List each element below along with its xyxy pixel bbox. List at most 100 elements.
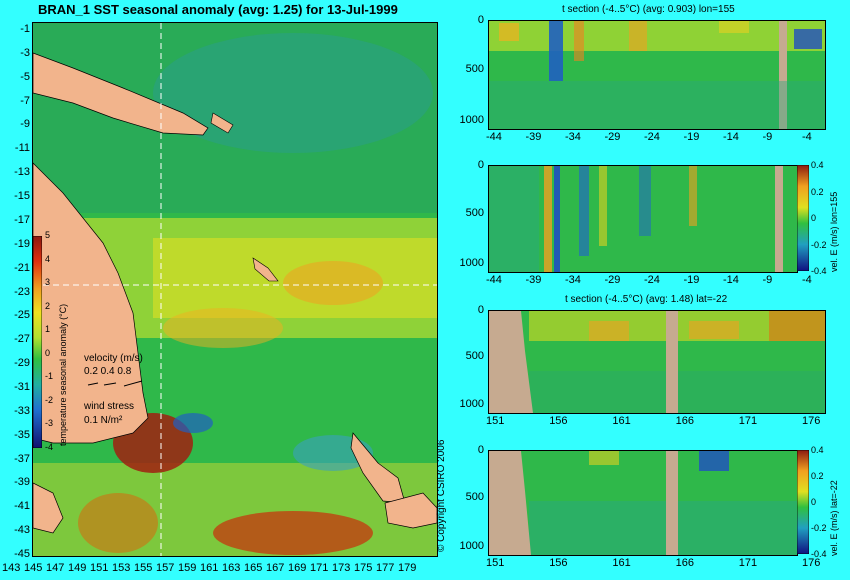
map-y-tick: -25	[14, 309, 30, 322]
velocity-colorbar-label-lat: vel. E (m/s) lat=-22	[829, 480, 839, 556]
map-y-tick: -29	[14, 357, 30, 370]
section-x-tick: -19	[683, 131, 700, 143]
map-x-tick: 153	[112, 562, 131, 574]
section-y-tick: 0	[477, 159, 484, 171]
section-x-tick: -29	[604, 131, 621, 143]
section-x-tick: -19	[683, 274, 700, 286]
map-y-tick: -41	[14, 500, 30, 513]
section-x-tick: 171	[738, 557, 758, 569]
map-x-tick: 173	[332, 562, 351, 574]
map-colorbar-tick: 2	[45, 300, 51, 311]
velocity-colorbar-tick: 0	[811, 497, 817, 507]
section-x-tick: 156	[549, 415, 568, 427]
map-y-tick: -1	[20, 23, 30, 35]
map-x-tick: 179	[398, 562, 417, 574]
map-x-tick: 145	[24, 562, 43, 574]
velocity-colorbar-tick: 0	[811, 213, 817, 223]
section-x-tick: -34	[565, 274, 581, 286]
map-y-tick: -35	[14, 428, 30, 441]
map-y-tick: -7	[20, 94, 30, 107]
map-x-tick: 167	[266, 562, 285, 574]
velocity-colorbar-tick: -0.2	[811, 239, 827, 250]
section-y-tick: 0	[477, 304, 484, 316]
map-y-tick: -37	[14, 452, 30, 465]
velocity-colorbar-tick: 0.4	[811, 445, 824, 455]
section-x-tick: 176	[802, 557, 821, 569]
section-x-tick: -4	[802, 131, 812, 143]
section-x-tick: -14	[723, 131, 739, 143]
map-y-tick: -9	[20, 118, 30, 131]
map-colorbar	[33, 236, 42, 448]
copyright: © Copyright CSIRO 2006	[436, 439, 447, 552]
section-x-tick: -29	[604, 274, 621, 286]
section-x-tick: 166	[675, 557, 694, 569]
map-colorbar-tick: 3	[45, 277, 51, 288]
map-y-tick: -11	[14, 142, 30, 155]
map-y-tick: -45	[14, 548, 30, 560]
section-x-tick: -44	[486, 131, 502, 143]
map-colorbar-tick: -1	[45, 371, 54, 382]
map-x-tick: 159	[178, 562, 197, 574]
sst-anomaly-map	[32, 22, 438, 557]
section-y-tick: 1000	[459, 114, 484, 126]
section-x-tick: 166	[675, 415, 694, 427]
section-x-tick: -34	[565, 131, 581, 143]
wind-legend-value: 0.1 N/m²	[84, 415, 123, 426]
section-x-tick: -39	[525, 131, 542, 143]
velocity-colorbar-tick: -0.2	[811, 523, 827, 533]
map-y-tick: -39	[14, 476, 30, 489]
section-x-tick: -9	[762, 274, 773, 286]
velocity-colorbar-tick: -0.4	[811, 266, 827, 276]
velocity-legend-values: 0.2 0.4 0.8	[84, 366, 132, 377]
velocity-colorbar-label-lon: vel. E (m/s) lon=155	[829, 191, 839, 272]
map-colorbar-tick: -2	[45, 394, 54, 405]
section-x-tick: -4	[802, 274, 812, 286]
section-y-tick: 0	[477, 14, 484, 26]
section-x-tick: -14	[723, 274, 739, 286]
section-y-tick: 500	[465, 490, 484, 503]
wind-legend-label: wind stress	[84, 401, 135, 412]
map-x-tick: 171	[310, 562, 329, 574]
map-x-tick: 151	[90, 562, 109, 574]
section-y-tick: 500	[465, 206, 484, 219]
map-y-tick: -21	[14, 261, 30, 274]
map-y-tick: -33	[14, 404, 30, 417]
section-x-tick: 161	[612, 557, 631, 569]
map-x-tick: 177	[376, 562, 395, 574]
section-x-tick: 151	[486, 557, 505, 569]
section-x-tick: 151	[486, 415, 505, 427]
section-x-tick: -39	[525, 274, 542, 286]
section-x-tick: 156	[549, 557, 568, 569]
velocity-colorbar-tick: 0.2	[811, 186, 824, 197]
section-x-tick: 176	[802, 415, 821, 427]
map-y-tick: -19	[14, 237, 30, 250]
t-section-lon155	[488, 20, 826, 130]
map-y-tick: -27	[14, 333, 30, 346]
map-y-tick: -5	[20, 70, 30, 83]
velocity-legend-label: velocity (m/s)	[84, 353, 143, 364]
map-y-tick: -15	[14, 190, 30, 203]
section-y-tick: 0	[477, 444, 484, 456]
section-x-tick: -9	[762, 131, 773, 143]
map-x-tick: 161	[200, 562, 219, 574]
map-y-tick: -13	[14, 166, 30, 179]
map-y-tick: -23	[14, 285, 30, 298]
map-y-tick: -43	[14, 524, 30, 537]
map-x-tick: 147	[46, 562, 65, 574]
t-section-lat-22	[488, 310, 826, 414]
map-x-tick: 157	[156, 562, 175, 574]
velocity-colorbar-tick: -0.4	[811, 549, 827, 559]
map-y-tick: -17	[14, 213, 30, 226]
map-x-tick: 163	[222, 562, 241, 574]
velocity-section-lat-22	[488, 450, 798, 556]
section-y-tick: 1000	[459, 398, 484, 410]
map-colorbar-tick: 4	[45, 253, 51, 264]
section-x-tick: -24	[644, 131, 660, 143]
map-colorbar-tick: -3	[45, 418, 54, 429]
map-colorbar-tick: -4	[45, 442, 54, 452]
velocity-arrows	[84, 379, 144, 389]
velocity-colorbar-lat	[797, 450, 809, 554]
map-x-tick: 149	[68, 562, 87, 574]
map-colorbar-label: temperature seasonal anomaly (°C)	[58, 303, 68, 446]
velocity-colorbar-lon	[797, 165, 809, 271]
